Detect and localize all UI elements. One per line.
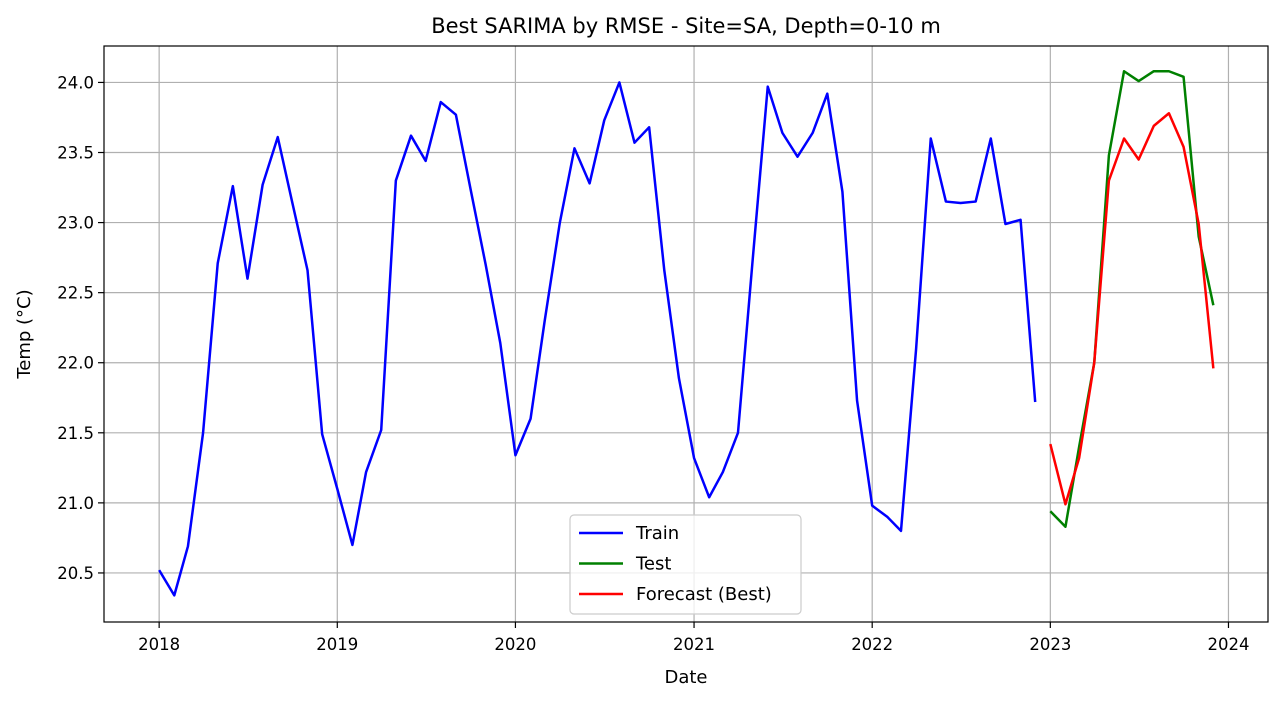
legend: Train Test Forecast (Best) — [569, 514, 802, 615]
series-line-train — [158, 81, 1037, 597]
x-tick-label: 2024 — [1207, 635, 1249, 654]
x-tick-label: 2019 — [316, 635, 358, 654]
series-line-forecast-best — [1049, 112, 1215, 506]
y-tick-label: 23.0 — [57, 214, 94, 233]
grid — [104, 46, 1268, 622]
y-axis-label: Temp (°C) — [14, 289, 35, 379]
x-tick-label: 2020 — [494, 635, 536, 654]
y-tick-label: 23.5 — [57, 144, 94, 163]
y-tick-label: 21.5 — [57, 424, 94, 443]
series-line-test — [1049, 69, 1215, 528]
legend-box — [569, 514, 802, 615]
y-tick-label: 22.5 — [57, 284, 94, 303]
y-tick-label: 21.0 — [57, 494, 94, 513]
y-tick-label: 20.5 — [57, 564, 94, 583]
y-axis-ticks: 20.5 21.0 21.5 22.0 22.5 23.0 23.5 24.0 — [57, 73, 104, 583]
plot-series — [158, 69, 1215, 597]
legend-label: Train — [635, 523, 679, 544]
x-axis-ticks: 2018 2019 2020 2021 2022 2023 2024 — [138, 622, 1249, 654]
legend-label: Forecast (Best) — [636, 584, 772, 605]
x-tick-label: 2021 — [673, 635, 715, 654]
y-tick-label: 22.0 — [57, 354, 94, 373]
x-axis-label: Date — [664, 667, 707, 688]
plot-frame — [103, 45, 1269, 623]
x-tick-label: 2022 — [851, 635, 893, 654]
legend-label: Test — [635, 554, 671, 575]
x-tick-label: 2018 — [138, 635, 180, 654]
x-tick-label: 2023 — [1029, 635, 1071, 654]
y-tick-label: 24.0 — [57, 73, 94, 92]
chart-title: Best SARIMA by RMSE - Site=SA, Depth=0-1… — [431, 14, 941, 38]
